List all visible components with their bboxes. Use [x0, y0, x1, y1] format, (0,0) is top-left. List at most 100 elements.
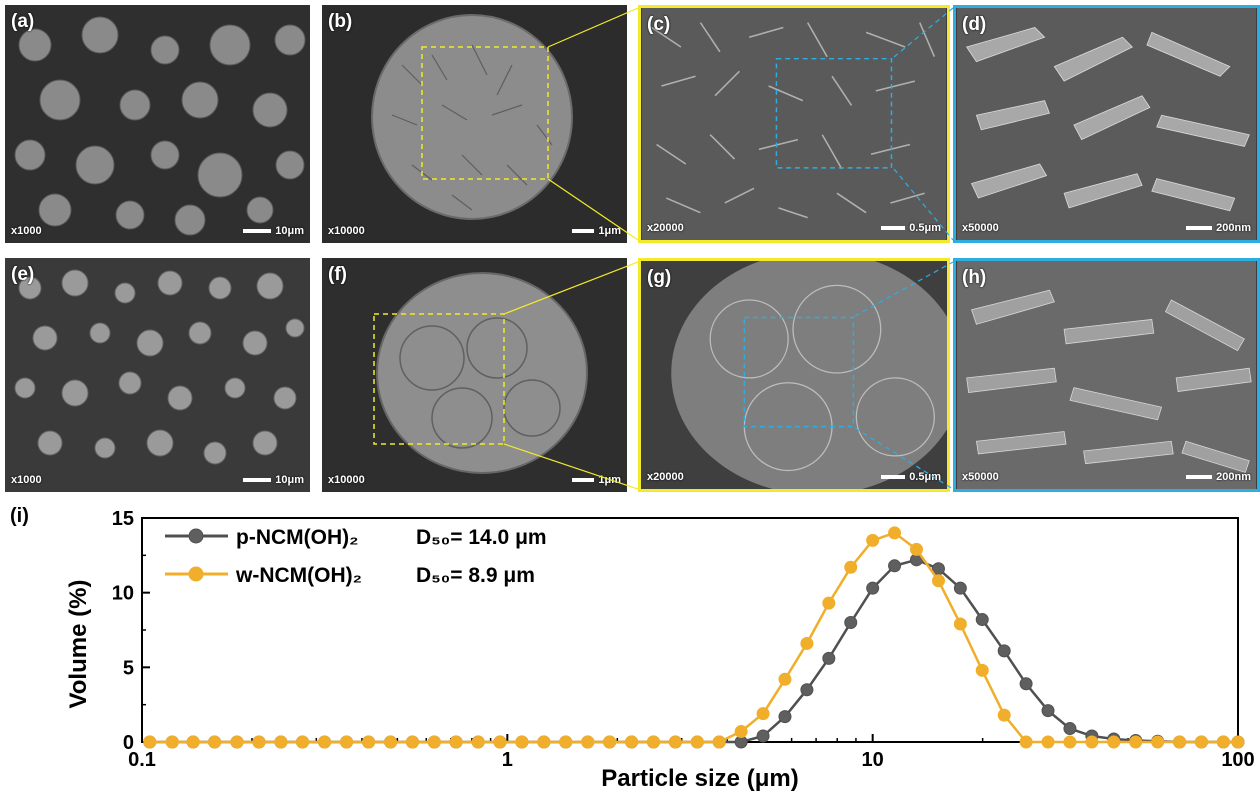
scale-bar: 0.5μm [881, 471, 941, 483]
particle-size-chart: (i) 0.1 1 10 100 0 5 10 15 p-NCM(OH)₂ D₅₀= 14.0 … [10, 505, 1255, 792]
data-point [1019, 677, 1033, 691]
data-point [318, 735, 332, 749]
data-point [384, 735, 398, 749]
panel-label: (b) [328, 11, 353, 32]
scale-bar: 200nm [1186, 471, 1251, 483]
data-point [1194, 735, 1208, 749]
legend-label: w-NCM(OH)₂ [235, 564, 362, 587]
panel-label: (h) [962, 267, 987, 288]
data-point [208, 735, 222, 749]
magnification-label: x50000 [962, 471, 999, 483]
data-point [997, 708, 1011, 722]
x-tick-label: 0.1 [128, 749, 156, 771]
sem-panel-d: (d) x50000 200nm [953, 5, 1260, 243]
sem-panel-h: (h) x50000 200nm [953, 258, 1260, 492]
data-point [230, 735, 244, 749]
y-tick-label: 0 [123, 732, 134, 754]
chart-panel-label: (i) [10, 505, 29, 527]
magnification-label: x20000 [647, 471, 684, 483]
data-point [165, 735, 179, 749]
data-point [449, 735, 463, 749]
scale-bar-label: 10μm [275, 225, 304, 237]
scale-bar: 10μm [243, 225, 304, 237]
scale-bar: 1μm [572, 474, 621, 486]
x-tick-label: 1 [502, 749, 513, 771]
magnification-label: x10000 [328, 474, 365, 486]
data-point [909, 542, 923, 556]
y-axis-label: Volume (%) [65, 580, 92, 709]
data-point [712, 735, 726, 749]
sem-panel-b: (b) x10000 1μm [322, 5, 627, 243]
y-tick-label: 10 [112, 583, 134, 605]
data-point [756, 707, 770, 721]
data-point [975, 663, 989, 677]
data-point [471, 735, 485, 749]
legend-marker [188, 528, 204, 544]
plot-frame [141, 517, 1239, 743]
data-point [1129, 735, 1143, 749]
data-point [1063, 735, 1077, 749]
data-point [1085, 735, 1099, 749]
data-point [778, 672, 792, 686]
y-tick-label: 15 [112, 508, 134, 530]
data-point [405, 735, 419, 749]
data-point [844, 616, 858, 630]
scale-bar-label: 200nm [1216, 471, 1251, 483]
legend-label: p-NCM(OH)₂ [236, 526, 358, 549]
legend-marker [188, 566, 204, 582]
scale-bar-label: 1μm [598, 225, 621, 237]
scale-bar-label: 10μm [275, 474, 304, 486]
data-point [362, 735, 376, 749]
sem-panel-a: (a) x1000 10μm [5, 5, 310, 243]
panel-label: (e) [11, 264, 35, 285]
sem-image-c [641, 8, 947, 240]
data-point [1216, 735, 1230, 749]
data-point [690, 735, 704, 749]
scale-bar-label: 0.5μm [909, 471, 941, 483]
data-point [252, 735, 266, 749]
data-point [800, 636, 814, 650]
scale-bar: 200nm [1186, 222, 1251, 234]
data-point [822, 596, 836, 610]
data-point [1041, 704, 1055, 718]
data-point [734, 725, 748, 739]
data-point [296, 735, 310, 749]
series-line [149, 558, 1238, 744]
data-point [493, 735, 507, 749]
sem-panel-g: (g) x20000 0.5μm [638, 258, 950, 492]
x-tick-label: 100 [1221, 749, 1254, 771]
panel-label: (d) [962, 14, 987, 35]
data-point [953, 581, 967, 595]
data-point [625, 735, 639, 749]
sem-image-d [956, 8, 1257, 240]
data-point [1151, 735, 1165, 749]
chart-legend: p-NCM(OH)₂ D₅₀= 14.0 μm w-NCM(OH)₂ D₅₀= 8.9… [165, 526, 547, 587]
magnification-label: x1000 [11, 474, 42, 486]
data-point [646, 735, 660, 749]
panel-label: (c) [647, 14, 671, 35]
data-point [274, 735, 288, 749]
series-w [143, 526, 1245, 749]
scale-bar-label: 0.5μm [909, 222, 941, 234]
data-point [1173, 735, 1187, 749]
data-point [668, 735, 682, 749]
data-point [1063, 722, 1077, 736]
data-point [931, 574, 945, 588]
sem-image-e [5, 258, 310, 492]
data-point [997, 644, 1011, 658]
sem-panel-e: (e) x1000 10μm [5, 258, 310, 492]
magnification-label: x10000 [328, 225, 365, 237]
data-point [581, 735, 595, 749]
sem-image-a [5, 5, 310, 243]
data-point [143, 735, 157, 749]
panel-label: (f) [328, 264, 347, 285]
panel-label: (a) [11, 11, 35, 32]
scale-bar: 0.5μm [881, 222, 941, 234]
scale-bar: 10μm [243, 474, 304, 486]
data-point [975, 613, 989, 627]
data-point [866, 581, 880, 595]
y-tick-label: 5 [123, 657, 134, 679]
data-point [186, 735, 200, 749]
sem-image-h [956, 261, 1257, 489]
magnification-label: x20000 [647, 222, 684, 234]
